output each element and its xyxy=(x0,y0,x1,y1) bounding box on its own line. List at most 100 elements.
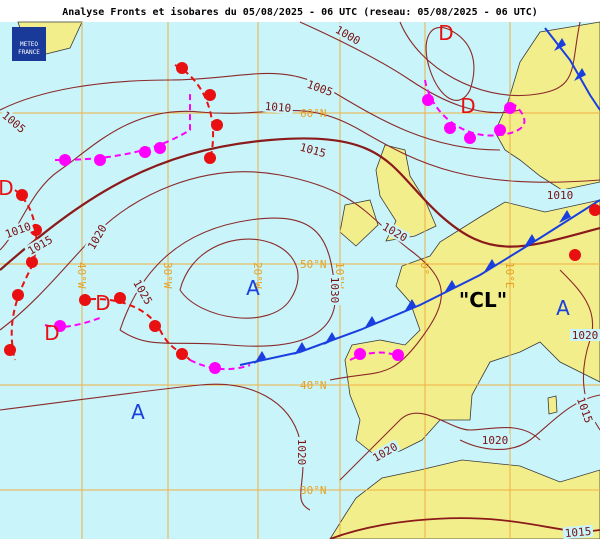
isobar-label: 1020 xyxy=(295,439,308,466)
front-triangle xyxy=(254,351,266,364)
pressure-center: A xyxy=(556,296,570,320)
occluded-front xyxy=(54,90,191,161)
front-triangle xyxy=(484,259,496,272)
isobar-label: 1020 xyxy=(572,329,599,342)
front-triangle xyxy=(324,332,336,345)
isobar-label-bg xyxy=(574,393,596,427)
front-semicircle xyxy=(204,152,216,164)
isobar-label-bg xyxy=(130,276,156,308)
front-semicircle xyxy=(4,344,16,356)
front-semicircle xyxy=(16,189,28,201)
front-occlusion-mark xyxy=(444,122,456,134)
front-triangle xyxy=(444,280,456,293)
front-semicircle xyxy=(589,204,600,216)
front-semicircle xyxy=(114,292,126,304)
front-occlusion-mark xyxy=(354,348,366,360)
isobar-label-bg xyxy=(24,232,56,258)
isobar-label-bg xyxy=(570,329,600,341)
latitude-label: 30°N xyxy=(300,484,327,497)
longitude-label: 30°W xyxy=(161,262,174,289)
front-semicircle xyxy=(26,256,38,268)
pressure-center: "CL" xyxy=(459,288,507,312)
map-title: Analyse Fronts et isobares du 05/08/2025… xyxy=(62,6,538,18)
longitude-label: 0° xyxy=(418,262,431,275)
isobars xyxy=(0,21,600,539)
isobar-label-bg xyxy=(545,189,575,201)
title-bar xyxy=(0,0,600,22)
isobar-label: 1010 xyxy=(547,189,574,202)
front-occlusion-mark xyxy=(422,94,434,106)
pressure-center: D xyxy=(0,176,14,200)
pressure-center: D xyxy=(438,21,453,45)
ireland xyxy=(339,199,379,247)
front-occlusion-mark xyxy=(59,154,71,166)
latitude-label: 50°N xyxy=(300,258,327,271)
isobar-label-bg xyxy=(562,524,594,539)
front-triangle xyxy=(364,316,376,329)
logo: METEO FRANCE xyxy=(12,27,46,61)
front-triangle xyxy=(404,299,416,312)
front-triangle xyxy=(524,234,536,247)
logo-text: FRANCE xyxy=(18,49,40,56)
isobar-label: 1030 xyxy=(328,277,341,304)
isobar xyxy=(0,109,600,251)
longitude-label: 20°W xyxy=(251,262,264,289)
pressure-center: A xyxy=(131,400,145,424)
logo-box xyxy=(12,27,46,61)
isobar-label-bg xyxy=(329,275,341,305)
isobar-label-bg xyxy=(1,219,35,241)
isobar-label-bg xyxy=(379,219,411,245)
fronts xyxy=(4,27,600,374)
front-semicircle xyxy=(30,224,42,236)
isobar-label-bg xyxy=(332,22,364,48)
front-occlusion-mark xyxy=(54,320,66,332)
isobar xyxy=(299,21,521,114)
isobar xyxy=(0,383,311,511)
isobar xyxy=(0,72,501,151)
isobar-label-bg xyxy=(262,99,294,115)
isobar-label-bg xyxy=(0,107,30,137)
britain xyxy=(375,144,437,242)
isobar xyxy=(425,27,475,101)
front-occlusion-mark xyxy=(154,142,166,154)
latitude-label: 60°N xyxy=(300,107,327,120)
occluded-front xyxy=(44,317,101,328)
front-semicircle xyxy=(176,62,188,74)
isobar-label: 1020 xyxy=(482,434,509,447)
front-occlusion-mark xyxy=(209,362,221,374)
isobar xyxy=(179,238,299,319)
front-triangle xyxy=(294,342,306,355)
isobar-label: 1010 xyxy=(264,100,292,115)
corsica xyxy=(547,395,558,415)
front-triangle xyxy=(574,68,586,81)
front-semicircle xyxy=(176,348,188,360)
isobar-label-bg xyxy=(369,439,401,465)
front-occlusion-mark xyxy=(504,102,516,114)
front-triangle xyxy=(554,38,566,51)
front-semicircle xyxy=(569,249,581,261)
front-occlusion-mark xyxy=(94,154,106,166)
isobar xyxy=(0,137,600,271)
isobar xyxy=(399,21,581,97)
pressure-center: A xyxy=(246,276,260,300)
isobar-label-bg xyxy=(303,77,337,99)
isobar xyxy=(339,412,541,481)
logo-text: METEO xyxy=(20,41,38,48)
africa xyxy=(329,459,600,539)
scandinavia xyxy=(494,21,600,191)
longitude-label: 40°W xyxy=(75,262,88,289)
latitude-label: 40°N xyxy=(300,379,327,392)
front-triangle xyxy=(559,210,571,223)
front-occlusion-mark xyxy=(464,132,476,144)
front-occlusion-mark xyxy=(139,146,151,158)
isobar-label-bg xyxy=(296,140,330,160)
isobar-label-bg xyxy=(296,437,308,467)
longitude-label: 10°E xyxy=(503,262,516,289)
pressure-center: D xyxy=(95,291,110,315)
isobar-label-bg xyxy=(84,221,110,253)
front-semicircle xyxy=(204,89,216,101)
front-semicircle xyxy=(79,294,91,306)
isobar-label-bg xyxy=(480,434,510,446)
front-semicircle xyxy=(12,289,24,301)
